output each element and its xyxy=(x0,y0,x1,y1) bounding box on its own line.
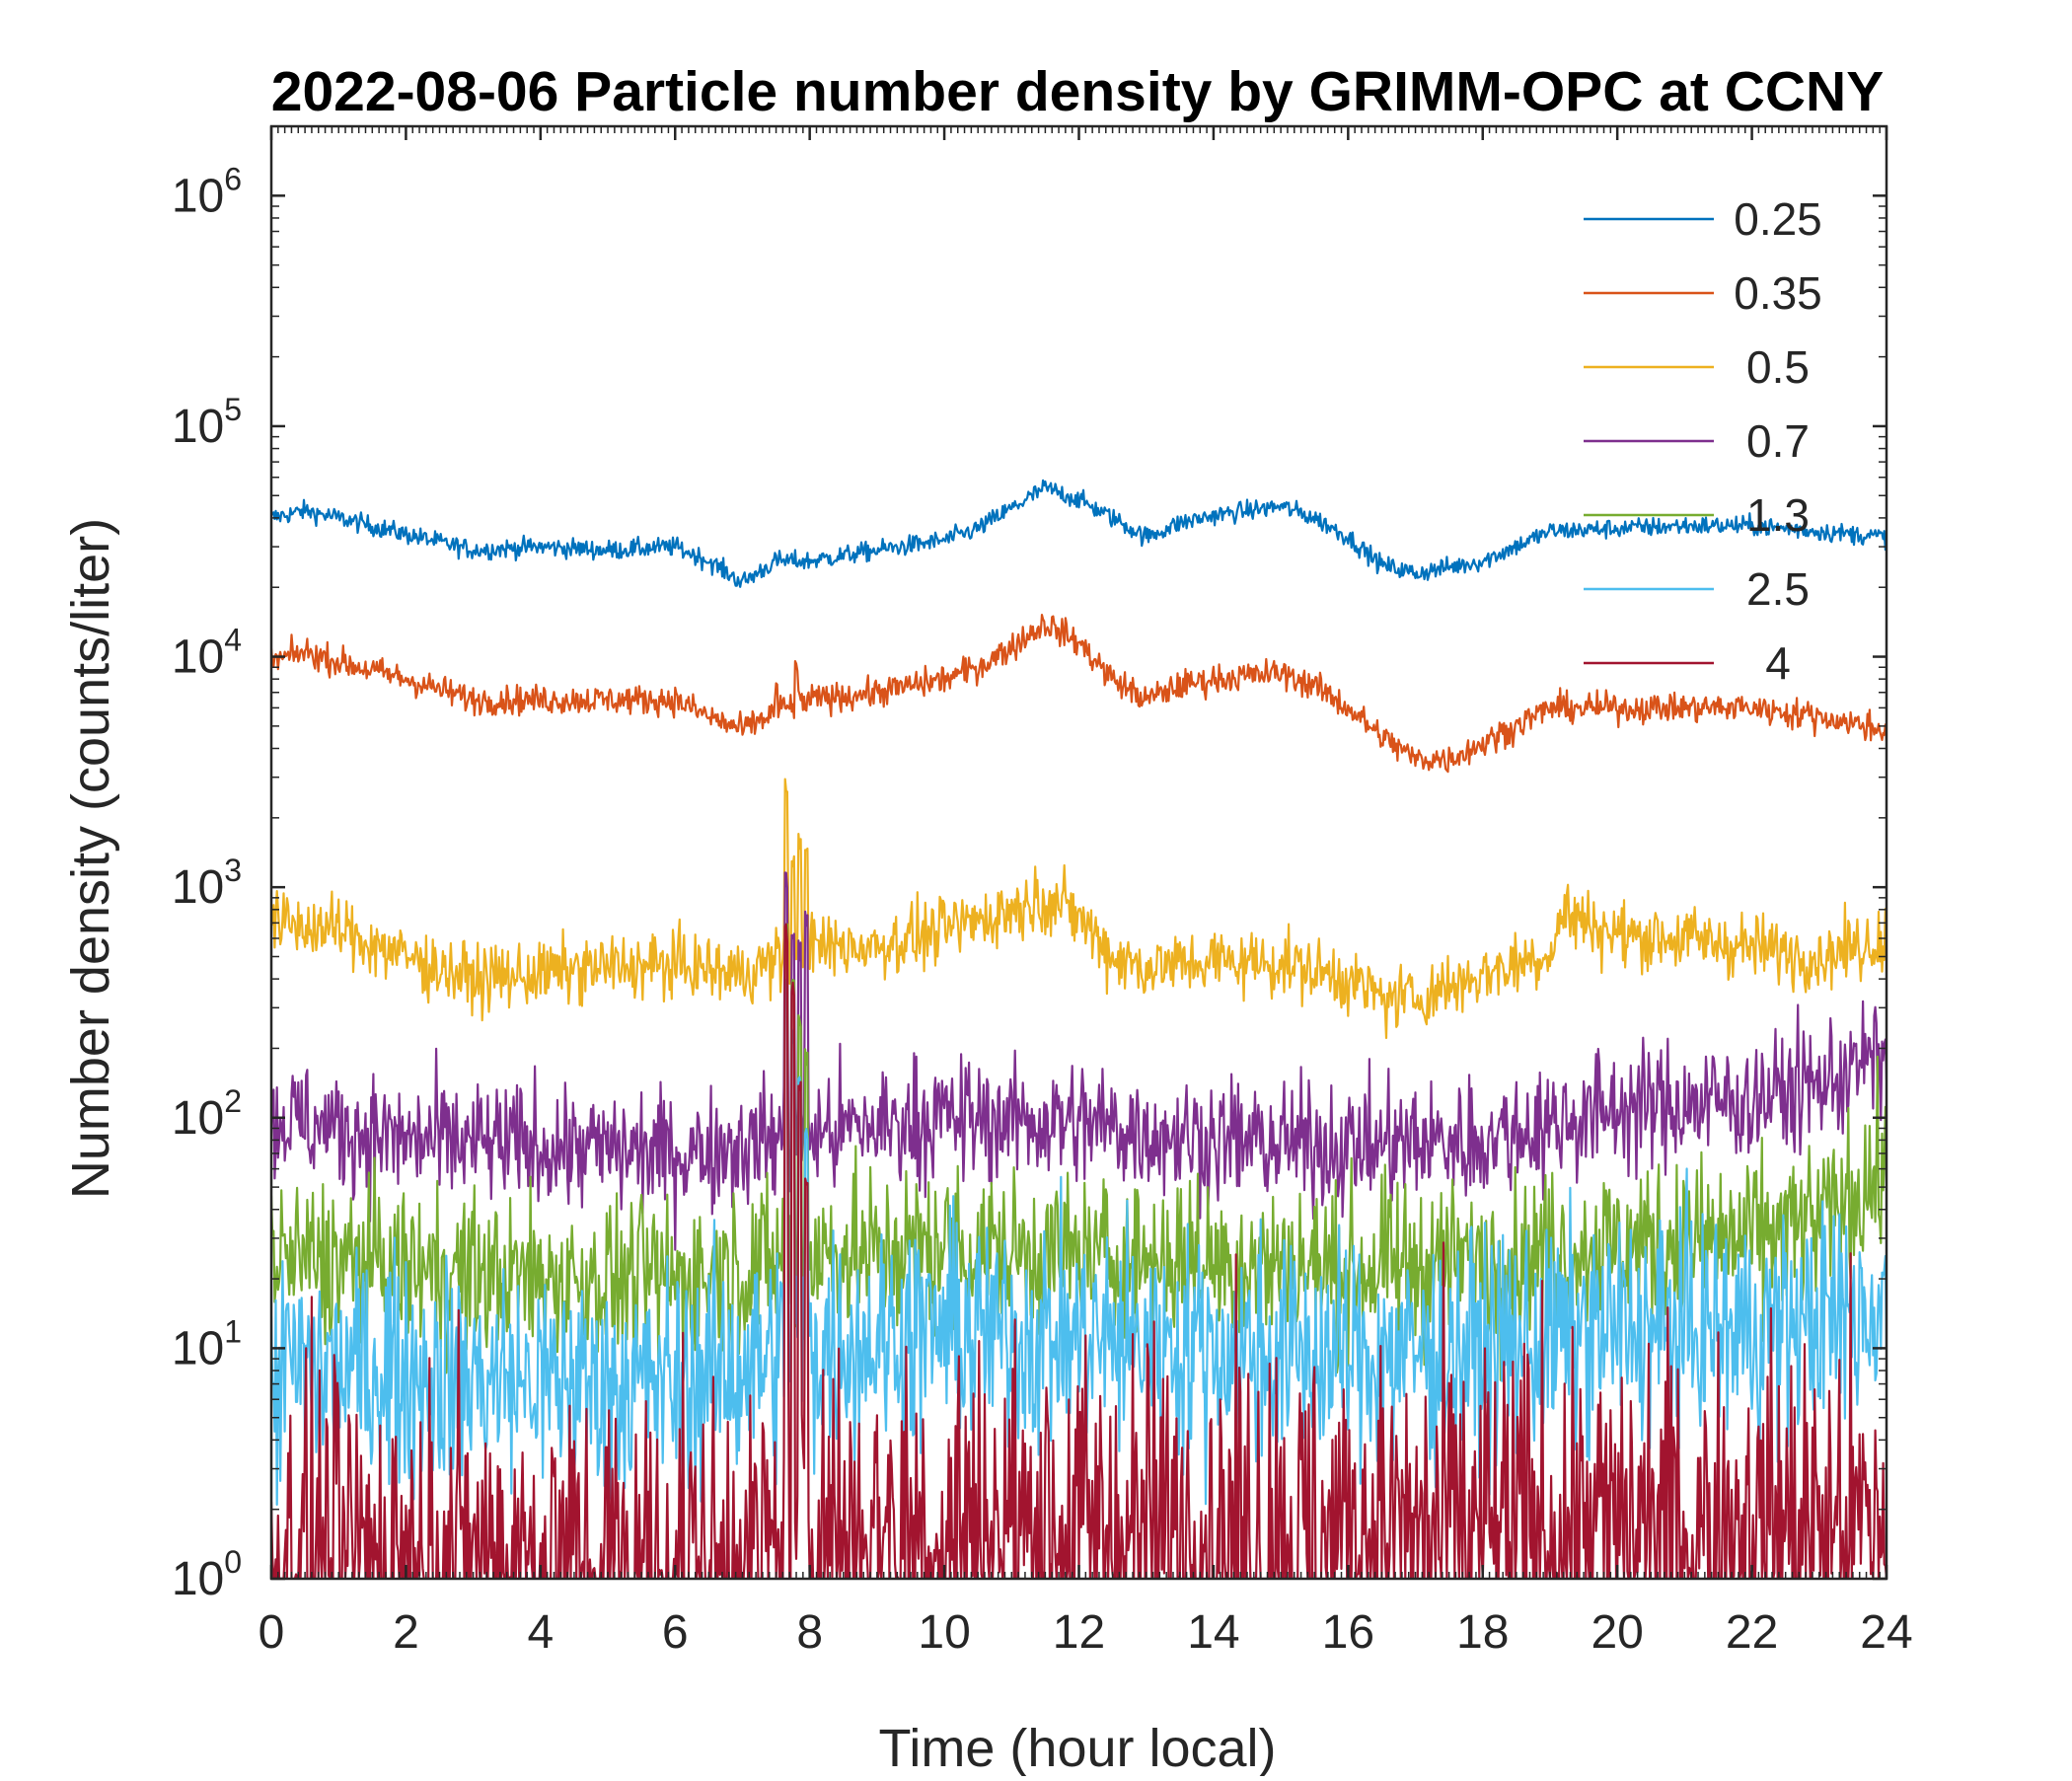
x-tick-label: 12 xyxy=(1053,1606,1105,1659)
x-tick-label: 6 xyxy=(662,1606,689,1659)
legend-label-2: 0.5 xyxy=(1746,341,1810,393)
legend-label-1: 0.35 xyxy=(1734,267,1822,319)
x-tick-label: 24 xyxy=(1860,1606,1912,1659)
series-line-1 xyxy=(271,614,1887,774)
x-tick-label: 14 xyxy=(1187,1606,1239,1659)
x-tick-label: 10 xyxy=(918,1606,970,1659)
series-line-0 xyxy=(271,479,1887,588)
x-tick-label: 22 xyxy=(1726,1606,1778,1659)
y-tick-label: 104 xyxy=(172,623,242,684)
y-tick-label: 102 xyxy=(172,1083,242,1145)
y-tick-label: 106 xyxy=(172,161,242,222)
chart-title: 2022-08-06 Particle number density by GR… xyxy=(271,60,1884,123)
series-line-6 xyxy=(271,923,1887,1579)
x-tick-label: 2 xyxy=(393,1606,419,1659)
series-line-3 xyxy=(271,871,1887,1251)
x-tick-label: 20 xyxy=(1591,1606,1643,1659)
legend-label-3: 0.7 xyxy=(1746,415,1810,467)
plot-area xyxy=(271,479,1887,1579)
axes: 0 2 4 6 8 10 12 14 16 18 20 22 241001011021031041051… xyxy=(172,124,1913,1659)
series-line-2 xyxy=(271,778,1887,1040)
legend-label-6: 4 xyxy=(1765,637,1791,689)
x-tick-label: 0 xyxy=(259,1606,285,1659)
x-tick-label: 4 xyxy=(527,1606,554,1659)
x-tick-label: 8 xyxy=(796,1606,823,1659)
y-tick-label: 101 xyxy=(172,1313,242,1374)
y-tick-label: 103 xyxy=(172,853,242,914)
legend-label-4: 1.3 xyxy=(1746,489,1810,541)
y-tick-label: 105 xyxy=(172,392,242,453)
y-tick-label: 100 xyxy=(172,1544,242,1605)
legend-label-0: 0.25 xyxy=(1734,193,1822,245)
x-axis-label: Time (hour local) xyxy=(878,1719,1276,1776)
y-axis-label: Number density (counts/liter) xyxy=(61,518,120,1199)
series-line-4 xyxy=(271,923,1887,1381)
x-tick-label: 16 xyxy=(1322,1606,1374,1659)
legend: 0.25 0.35 0.5 0.7 1.3 2.5 4 xyxy=(1584,193,1822,689)
legend-label-5: 2.5 xyxy=(1746,563,1810,615)
x-tick-label: 18 xyxy=(1456,1606,1509,1659)
